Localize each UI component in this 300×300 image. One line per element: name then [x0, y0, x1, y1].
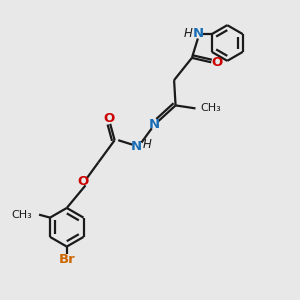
Text: O: O — [211, 56, 222, 69]
Text: Br: Br — [58, 253, 75, 266]
Text: CH₃: CH₃ — [11, 210, 32, 220]
Text: O: O — [103, 112, 114, 125]
Text: CH₃: CH₃ — [201, 103, 222, 113]
Text: O: O — [78, 175, 89, 188]
Text: N: N — [130, 140, 142, 153]
Text: N: N — [192, 27, 203, 40]
Text: N: N — [149, 118, 160, 131]
Text: H: H — [142, 138, 151, 151]
Text: H: H — [184, 27, 193, 40]
